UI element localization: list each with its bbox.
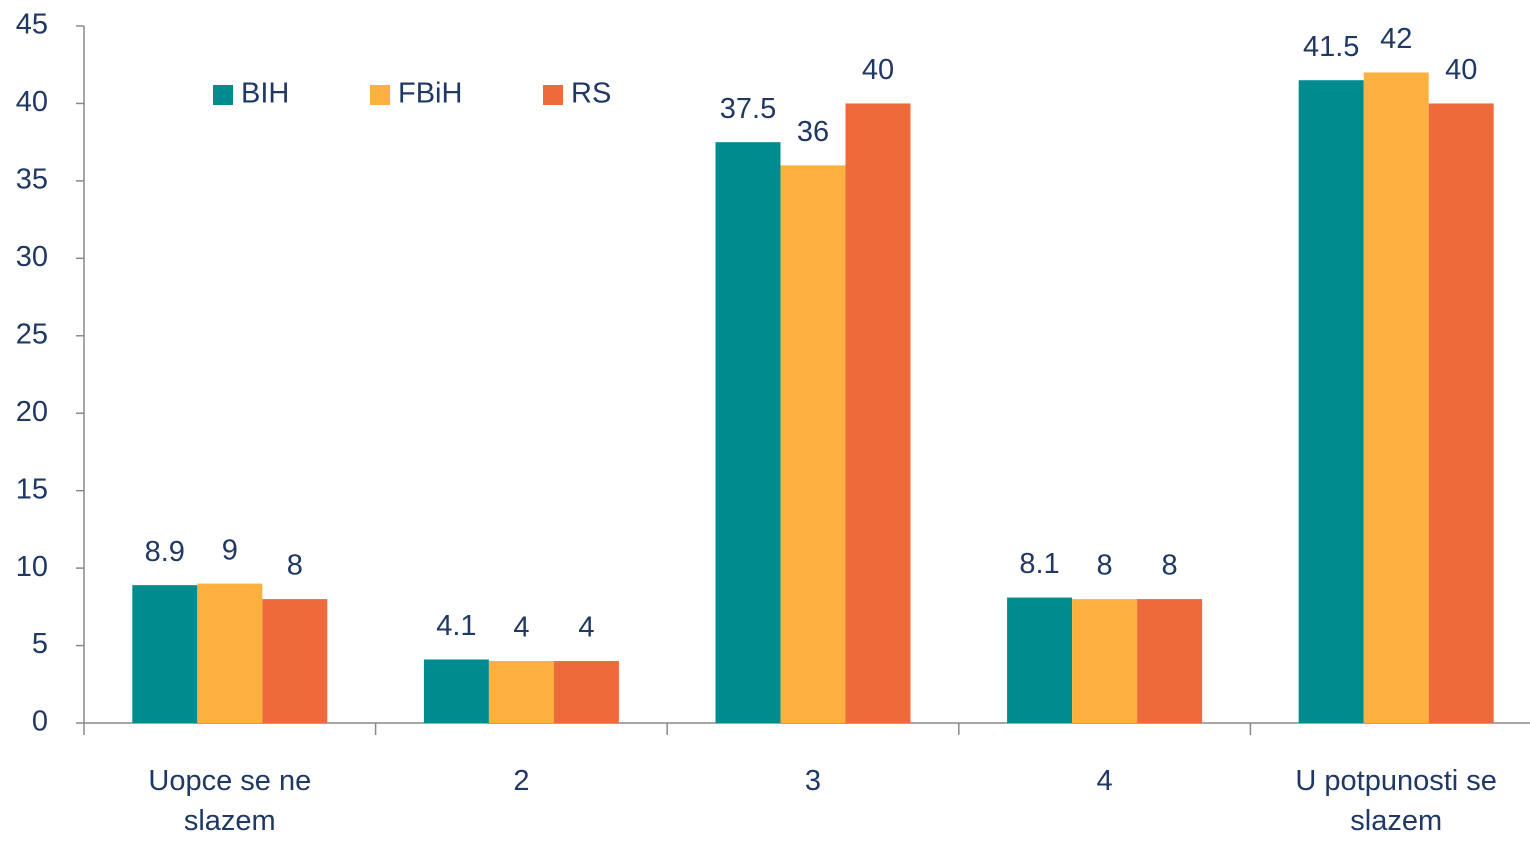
bar bbox=[780, 165, 846, 723]
data-label: 8 bbox=[1097, 550, 1113, 582]
y-tick-label: 10 bbox=[16, 551, 48, 583]
x-tick-label: 2 bbox=[513, 765, 530, 797]
bar bbox=[262, 599, 328, 723]
bar bbox=[197, 583, 263, 723]
data-label: 8 bbox=[287, 550, 303, 582]
y-tick-label: 5 bbox=[32, 628, 48, 660]
legend-label: BIH bbox=[241, 78, 289, 110]
bar bbox=[1428, 103, 1494, 723]
data-label: 8 bbox=[1162, 550, 1178, 582]
data-label: 40 bbox=[862, 54, 894, 86]
x-tick-label: U potpunosti se slazem bbox=[1295, 765, 1497, 837]
legend-swatch bbox=[213, 85, 233, 105]
y-tick-label: 35 bbox=[16, 164, 48, 196]
data-label: 4.1 bbox=[436, 610, 476, 642]
legend-label: FBiH bbox=[398, 78, 462, 110]
legend-swatch bbox=[543, 85, 563, 105]
bar bbox=[715, 142, 781, 723]
legend-label: RS bbox=[571, 78, 611, 110]
data-label: 8.1 bbox=[1019, 548, 1059, 580]
bar bbox=[845, 103, 911, 723]
bar bbox=[1072, 599, 1138, 723]
bar bbox=[488, 661, 554, 723]
bar bbox=[132, 585, 198, 723]
data-label: 40 bbox=[1445, 54, 1477, 86]
y-tick-label: 25 bbox=[16, 318, 48, 350]
data-label: 41.5 bbox=[1303, 31, 1359, 63]
data-label: 37.5 bbox=[720, 93, 776, 125]
legend-swatch bbox=[370, 85, 390, 105]
y-tick-label: 0 bbox=[32, 706, 48, 738]
data-label: 42 bbox=[1380, 23, 1412, 55]
bar bbox=[1007, 597, 1073, 723]
data-label: 8.9 bbox=[145, 536, 185, 568]
y-tick-label: 40 bbox=[16, 86, 48, 118]
bar bbox=[1298, 80, 1364, 723]
data-label: 4 bbox=[578, 612, 594, 644]
x-tick-label: 3 bbox=[804, 765, 822, 797]
data-label: 36 bbox=[797, 116, 829, 148]
y-tick-label: 45 bbox=[16, 9, 48, 41]
bar bbox=[553, 661, 619, 723]
bar bbox=[423, 659, 489, 723]
x-tick-label: Uopce se ne slazem bbox=[148, 765, 312, 837]
data-label: 4 bbox=[513, 612, 529, 644]
y-tick-label: 20 bbox=[16, 396, 48, 428]
bar bbox=[1137, 599, 1203, 723]
bar bbox=[1363, 72, 1429, 723]
y-tick-label: 30 bbox=[16, 241, 48, 273]
y-tick-label: 15 bbox=[16, 473, 48, 505]
data-label: 9 bbox=[222, 534, 238, 566]
x-tick-label: 4 bbox=[1096, 765, 1113, 797]
